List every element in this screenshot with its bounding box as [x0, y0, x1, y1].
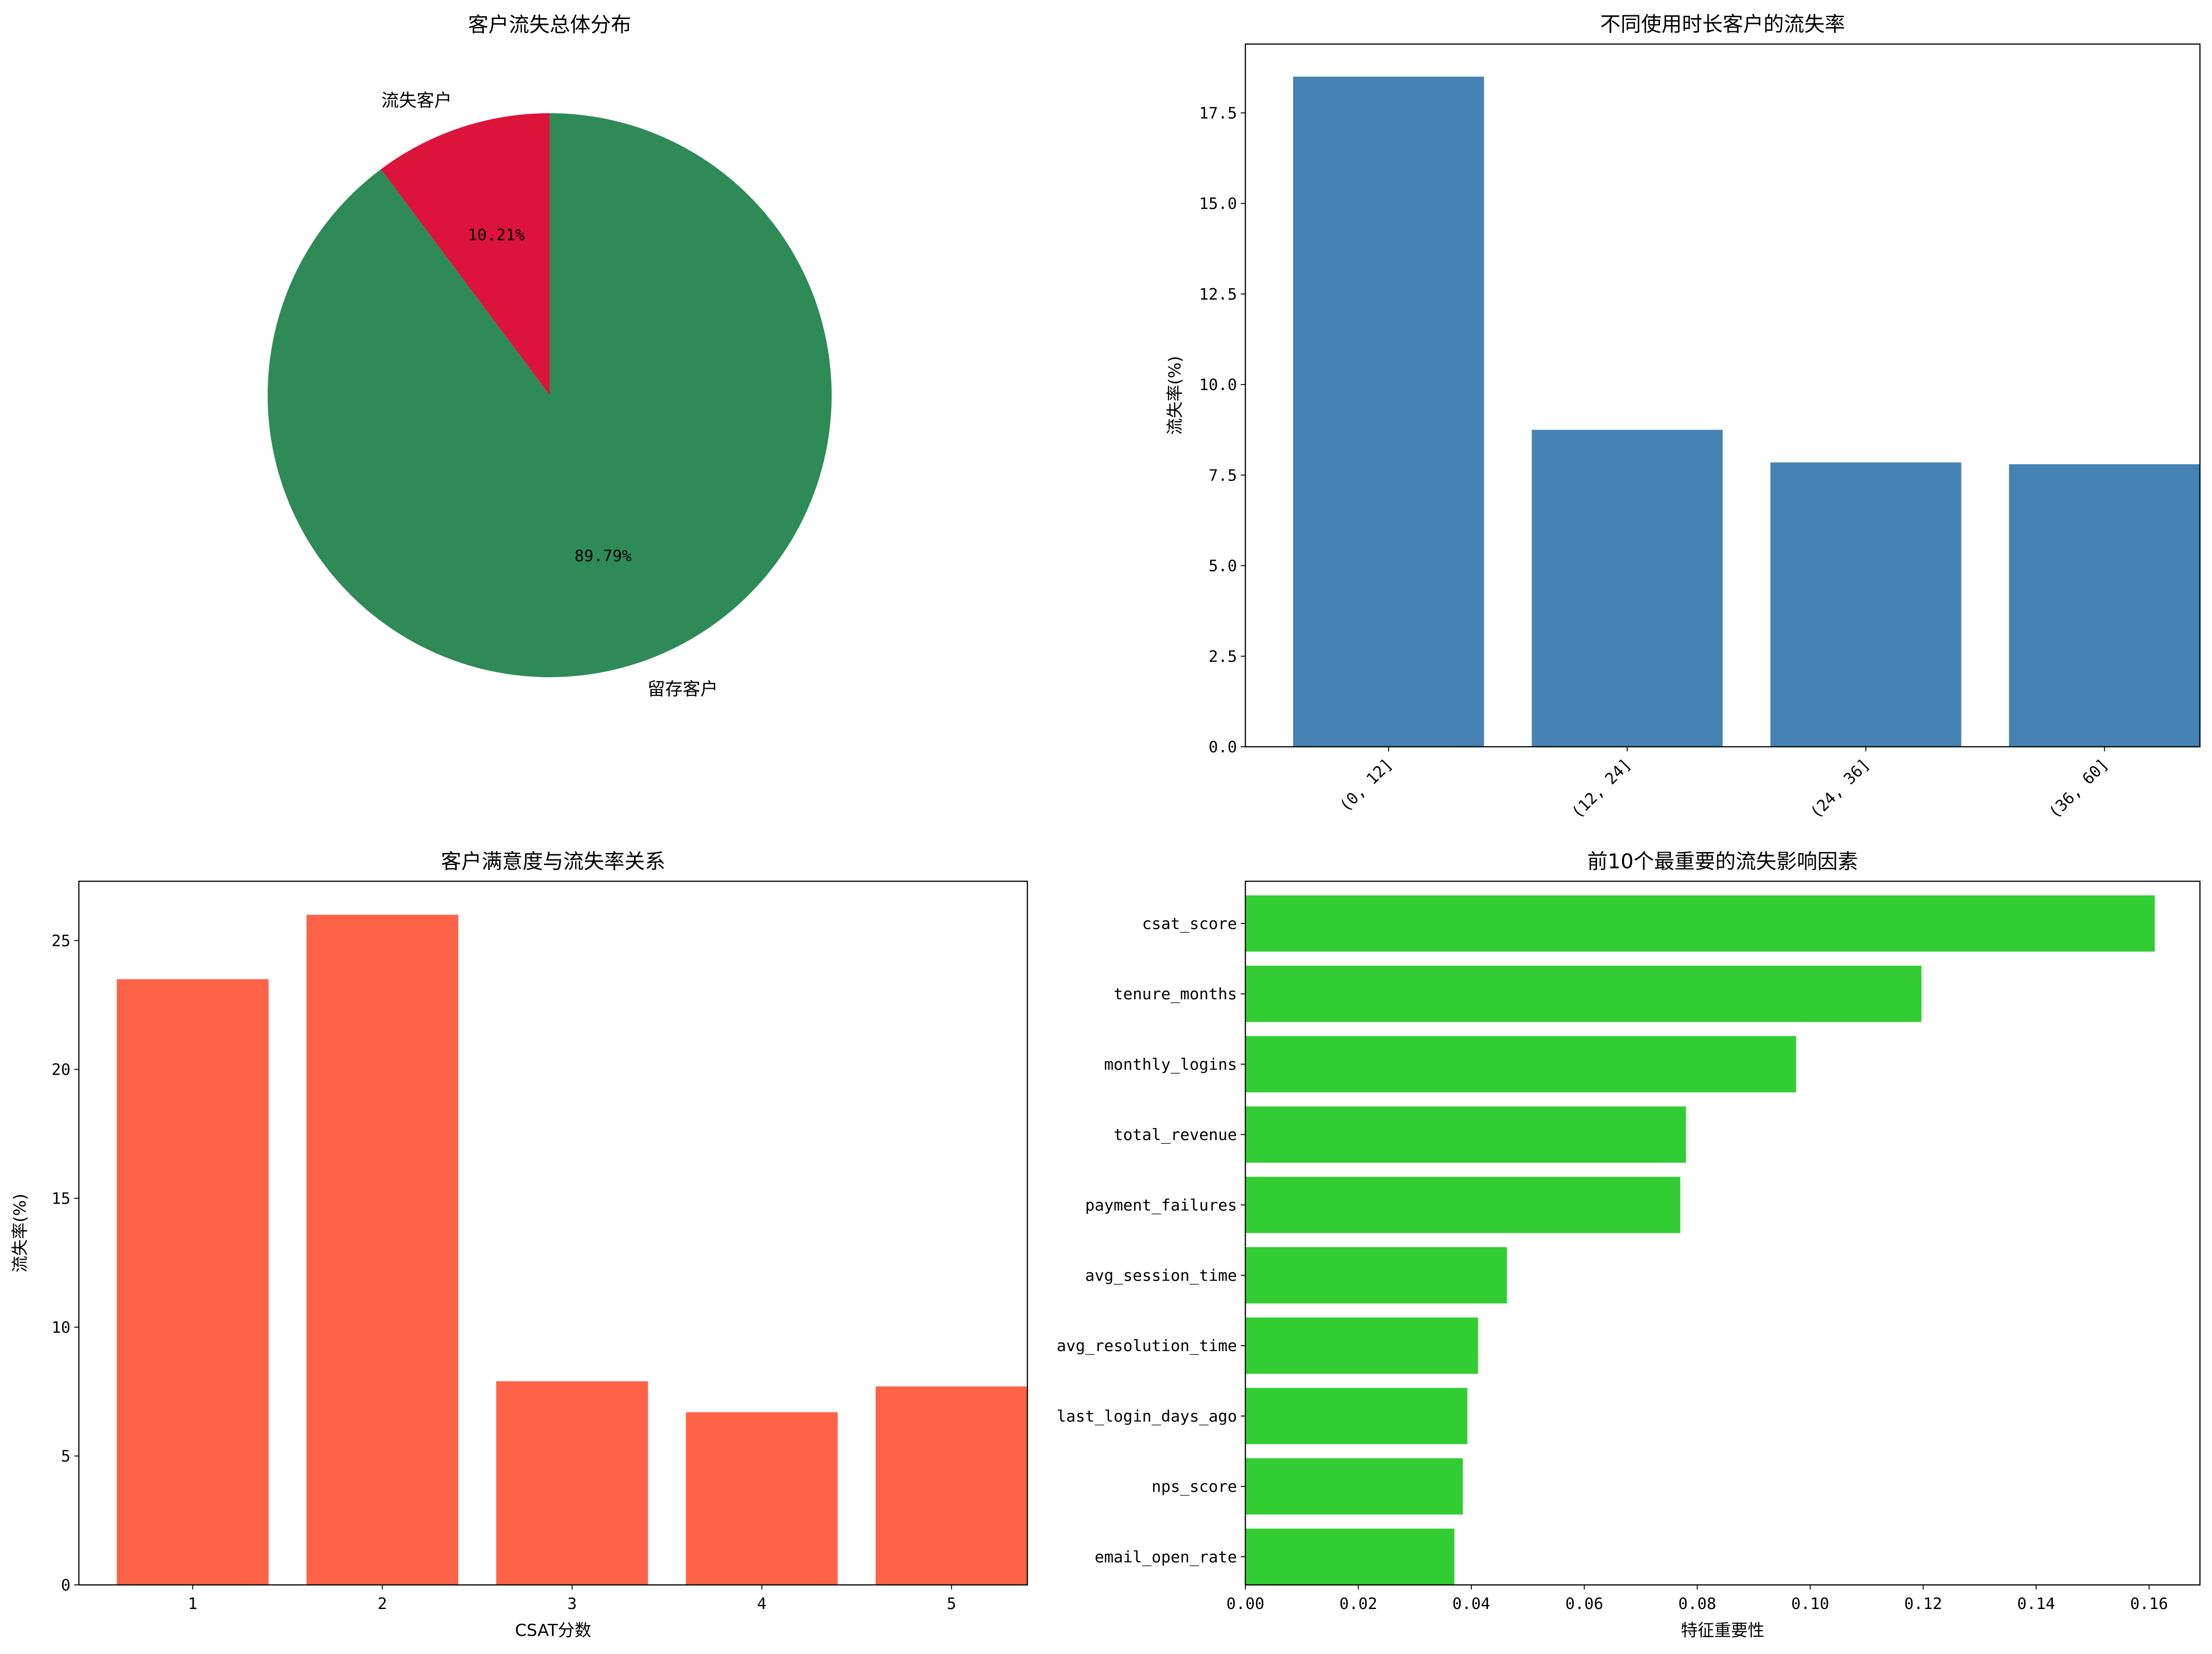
y-tick-label-1-3: 7.5	[1209, 466, 1237, 485]
bar-1-0	[1293, 77, 1484, 747]
hbar-0	[1245, 895, 2155, 952]
x-tick-label-3-3: 0.06	[1565, 1595, 1603, 1613]
x-tick-label-2-4: 5	[947, 1595, 956, 1613]
x-tick-label-1-3: (36, 60]	[2045, 755, 2112, 822]
x-tick-label-2-3: 4	[757, 1595, 766, 1613]
hbar-4	[1245, 1177, 1680, 1233]
bar-2-4	[875, 1386, 1027, 1585]
y-tick-label-1-1: 2.5	[1209, 647, 1237, 666]
bar-1-3	[2009, 464, 2200, 747]
hbar-2	[1245, 1036, 1796, 1093]
hbar-9	[1245, 1528, 1455, 1585]
y-tick-label-3-0: csat_score	[1142, 915, 1237, 933]
x-tick-label-3-0: 0.00	[1226, 1595, 1264, 1613]
y-tick-label-3-1: tenure_months	[1114, 985, 1237, 1004]
x-tick-label-1-2: (24, 36]	[1807, 755, 1873, 822]
y-tick-label-1-4: 10.0	[1199, 376, 1237, 394]
x-tick-label-1-0: (0, 12]	[1336, 755, 1396, 815]
y-tick-label-3-3: total_revenue	[1114, 1126, 1237, 1144]
y-axis-label-1: 流失率(%)	[1166, 356, 1185, 435]
pie-pct-label-1: 10.21%	[468, 226, 525, 244]
y-axis-label-2: 流失率(%)	[11, 1193, 30, 1272]
y-tick-label-1-6: 15.0	[1199, 195, 1237, 213]
x-tick-label-3-8: 0.16	[2130, 1595, 2168, 1613]
bar-2-1	[306, 915, 458, 1585]
bar-1-2	[1770, 462, 1962, 747]
y-tick-label-3-8: nps_score	[1152, 1478, 1237, 1496]
x-tick-label-3-2: 0.04	[1452, 1595, 1490, 1613]
x-tick-label-3-5: 0.10	[1791, 1595, 1829, 1613]
pie-chart: 客户流失总体分布 10.21% 流失客户 89.79% 留存客户	[268, 13, 832, 699]
pie-slice-0	[268, 113, 832, 677]
hbar-3	[1245, 1106, 1686, 1163]
y-tick-label-2-1: 5	[61, 1447, 71, 1466]
pie-pct-label-0: 89.79%	[575, 547, 632, 565]
hbar-7	[1245, 1388, 1468, 1444]
hbar-8	[1245, 1458, 1463, 1515]
bar-1-1	[1532, 430, 1723, 747]
hbar-6	[1245, 1317, 1478, 1374]
y-tick-label-1-5: 12.5	[1199, 285, 1237, 304]
plot-frame-1	[1244, 43, 2201, 748]
pie-slice-1	[381, 113, 550, 395]
x-tick-label-2-0: 1	[188, 1595, 197, 1613]
pie-label-1: 流失客户	[381, 90, 452, 110]
y-tick-label-2-4: 20	[51, 1061, 71, 1079]
y-tick-label-2-3: 15	[51, 1189, 71, 1208]
chart-title-3: 前10个最重要的流失影响因素	[1587, 850, 1858, 873]
pie-title: 客户流失总体分布	[468, 13, 631, 37]
x-tick-label-2-1: 2	[378, 1595, 387, 1613]
y-tick-label-2-0: 0	[61, 1576, 71, 1595]
y-tick-label-1-2: 5.0	[1209, 557, 1237, 576]
x-tick-label-1-1: (12, 24]	[1568, 755, 1635, 822]
hbar-1	[1245, 966, 1922, 1022]
bar-2-0	[116, 979, 269, 1585]
x-tick-label-3-6: 0.12	[1904, 1595, 1942, 1613]
bar-chart-3: 前10个最重要的流失影响因素 csat_score tenure_monthsmon…	[1057, 850, 2201, 1640]
y-tick-label-3-5: avg_session_time	[1085, 1267, 1237, 1285]
chart-title-2: 客户满意度与流失率关系	[441, 850, 666, 873]
y-tick-label-1-0: 0.0	[1209, 738, 1237, 756]
bar-chart-1: 不同使用时长客户的流失率 (0, 12] (12, 24] (24, 36] (36, …	[1166, 13, 2201, 822]
y-tick-label-2-2: 10	[51, 1318, 71, 1337]
y-tick-label-2-5: 25	[51, 932, 71, 950]
x-tick-label-2-2: 3	[567, 1595, 577, 1613]
y-tick-label-3-7: last_login_days_ago	[1057, 1407, 1237, 1426]
bar-2-3	[686, 1412, 838, 1585]
x-tick-label-3-4: 0.08	[1678, 1595, 1716, 1613]
hbar-5	[1245, 1247, 1507, 1304]
y-tick-label-3-2: monthly_logins	[1104, 1055, 1237, 1074]
y-tick-label-3-4: payment_failures	[1085, 1196, 1237, 1215]
bar-2-2	[496, 1381, 648, 1585]
bar-chart-2: 客户满意度与流失率关系 1 2 3 4 5 0 5 10 15 20 25 流失率(%) CSAT分数	[11, 850, 1028, 1640]
x-axis-label-3: 特征重要性	[1681, 1621, 1764, 1640]
plot-frame-2	[78, 880, 1028, 1586]
chart-title-1: 不同使用时长客户的流失率	[1600, 13, 1845, 36]
y-tick-label-3-9: email_open_rate	[1095, 1548, 1237, 1566]
x-axis-label-2: CSAT分数	[515, 1621, 591, 1640]
x-tick-label-3-7: 0.14	[2017, 1595, 2055, 1613]
pie-label-0: 留存客户	[648, 679, 718, 699]
y-tick-label-3-6: avg_resolution_time	[1057, 1337, 1237, 1355]
y-tick-label-1-7: 17.5	[1199, 104, 1237, 122]
x-tick-label-3-1: 0.02	[1340, 1595, 1378, 1613]
plot-frame-3	[1244, 880, 2201, 1586]
